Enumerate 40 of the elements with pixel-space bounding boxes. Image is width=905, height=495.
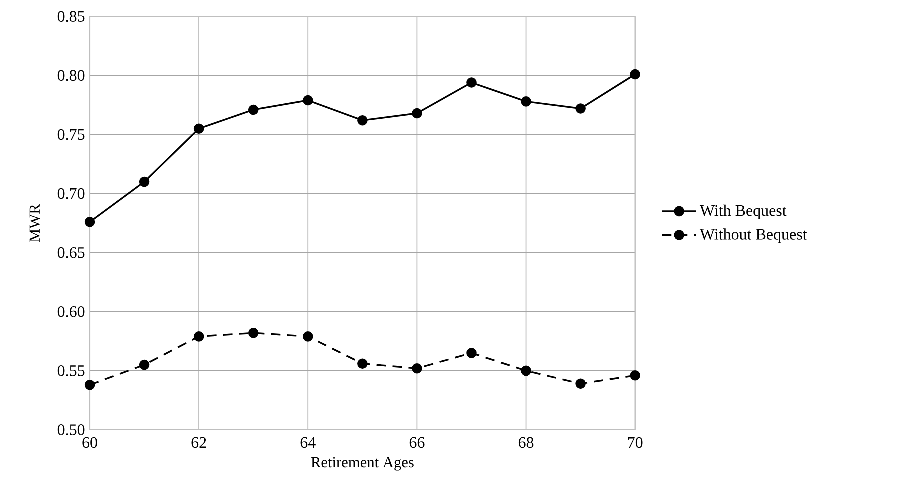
point [139, 176, 150, 188]
point [576, 378, 586, 390]
y-tick-label: 0.85 [58, 11, 85, 22]
y-tick-label: 0.65 [58, 247, 85, 258]
point [358, 115, 368, 126]
point [466, 78, 477, 88]
point [412, 108, 422, 119]
point [576, 104, 586, 114]
point [466, 348, 477, 358]
x-tick-label: 68 [518, 437, 534, 448]
point [194, 332, 204, 342]
point [303, 95, 314, 106]
y-tick-label: 0.70 [58, 188, 85, 200]
y-tick-label: 0.50 [58, 424, 85, 436]
legend-label: With Bequest [700, 204, 787, 220]
point [630, 370, 640, 381]
x-tick-label: 66 [410, 437, 425, 448]
y-tick-label: 0.55 [58, 366, 85, 376]
point [248, 328, 259, 338]
y-axis-title: MWR [30, 204, 40, 242]
point [248, 104, 259, 116]
point [84, 380, 96, 390]
point [412, 363, 422, 374]
point [194, 124, 204, 134]
point [84, 217, 96, 228]
y-tick-label: 0.60 [58, 306, 85, 318]
x-tick-label: 60 [82, 437, 98, 448]
point [358, 358, 368, 369]
point [521, 96, 532, 107]
legend-label: Without Bequest [700, 228, 808, 244]
point [139, 360, 150, 370]
x-tick-label: 64 [300, 437, 316, 448]
point [630, 69, 640, 80]
x-tick-label: 70 [628, 437, 643, 448]
point [521, 366, 532, 376]
y-tick-label: 0.75 [58, 129, 85, 140]
x-axis-title: Retirement Ages [311, 457, 414, 471]
point [303, 332, 314, 342]
y-tick-label: 0.80 [58, 70, 85, 82]
x-tick-label: 62 [192, 437, 206, 448]
